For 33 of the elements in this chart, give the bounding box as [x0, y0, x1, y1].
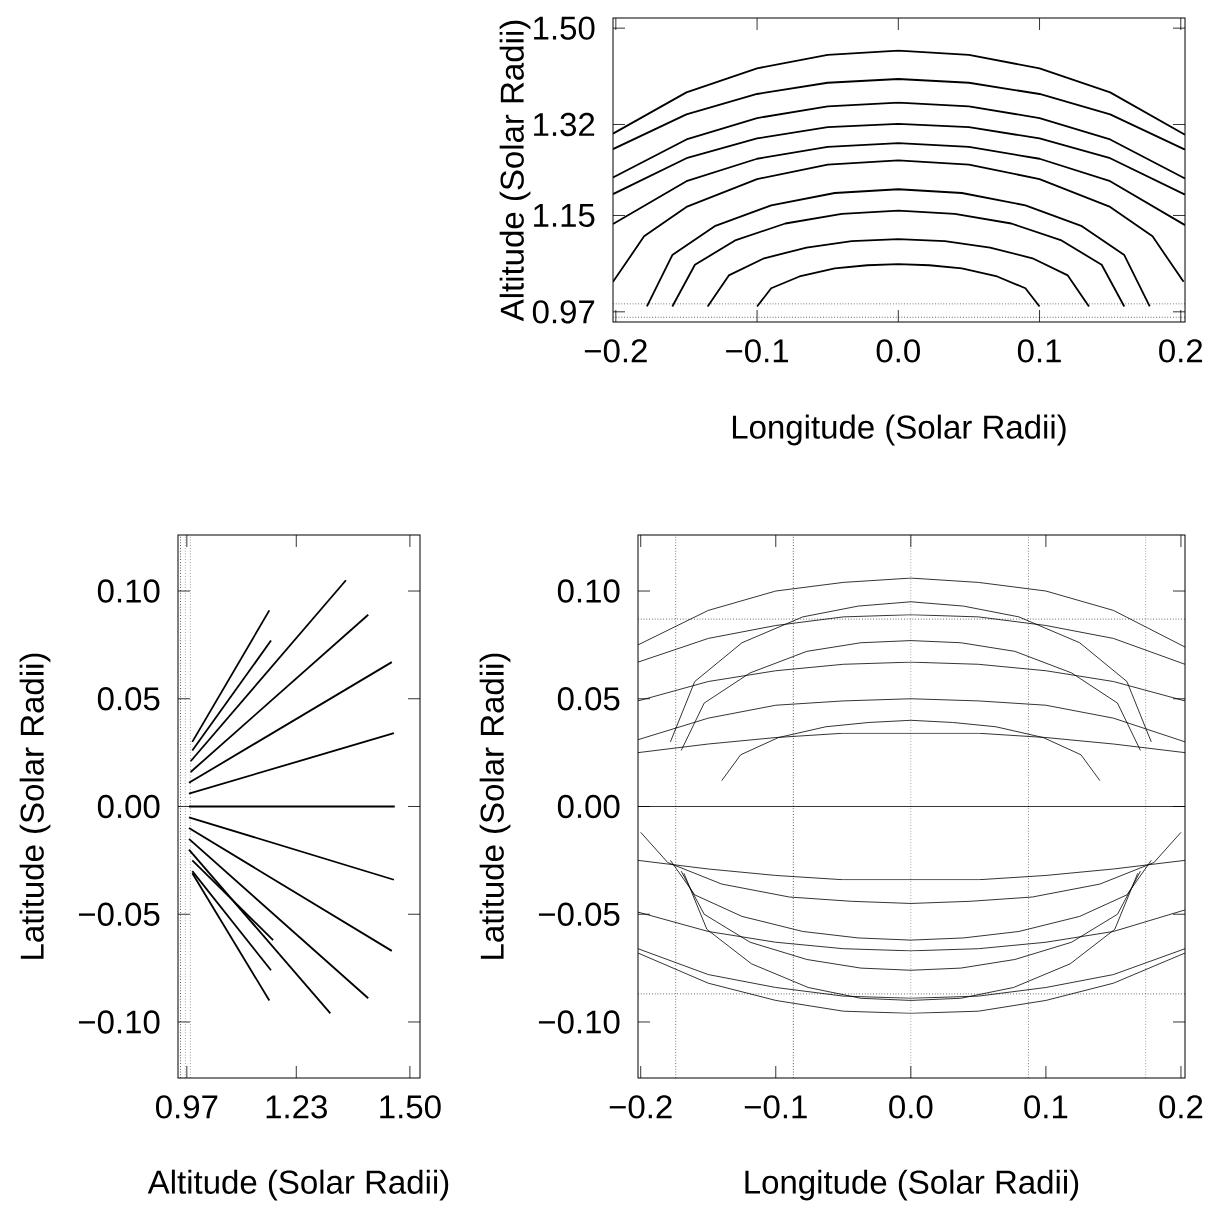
- x-tick-label: 0.2: [1159, 339, 1203, 363]
- x-tick-label: 0.1: [1017, 339, 1061, 363]
- y-tick-label: −0.05: [538, 902, 620, 926]
- x-tick-label: −0.1: [744, 1095, 807, 1119]
- x-tick-label: 0.97: [156, 1095, 218, 1119]
- x-axis-title: Altitude (Solar Radii): [147, 1169, 449, 1201]
- y-tick-label: −0.10: [538, 1010, 620, 1034]
- x-tick-label: −0.2: [609, 1095, 672, 1119]
- y-tick-label: −0.10: [78, 1010, 160, 1034]
- x-tick-label: 1.50: [380, 1095, 441, 1119]
- y-tick-label: 0.97: [532, 300, 595, 324]
- x-tick-label: 0.0: [876, 339, 920, 363]
- x-axis-title: Longitude (Solar Radii): [732, 414, 1066, 446]
- y-tick-label: 0.10: [97, 579, 160, 603]
- x-tick-label: 0.0: [889, 1095, 933, 1119]
- x-tick-label: −0.1: [726, 339, 789, 363]
- y-tick-label: 1.15: [534, 203, 595, 227]
- x-tick-label: 1.23: [266, 1095, 327, 1119]
- y-tick-label: 0.05: [557, 687, 620, 711]
- x-tick-label: 0.1: [1024, 1095, 1068, 1119]
- x-tick-label: 0.2: [1159, 1095, 1203, 1119]
- y-axis-title: Altitude (Solar Radii): [499, 20, 531, 322]
- x-axis-title: Longitude (Solar Radii): [745, 1169, 1079, 1201]
- y-axis-title: Latitude (Solar Radii): [479, 653, 511, 959]
- y-axis-title: Latitude (Solar Radii): [19, 653, 51, 959]
- x-tick-label: −0.2: [584, 339, 647, 363]
- y-tick-label: 1.50: [534, 16, 595, 40]
- y-tick-label: 0.05: [97, 687, 160, 711]
- y-tick-label: 0.00: [557, 794, 620, 819]
- y-tick-label: 0.10: [557, 579, 620, 603]
- y-tick-label: −0.05: [78, 902, 160, 926]
- y-tick-label: 0.00: [97, 794, 160, 819]
- y-tick-label: 1.32: [534, 112, 595, 137]
